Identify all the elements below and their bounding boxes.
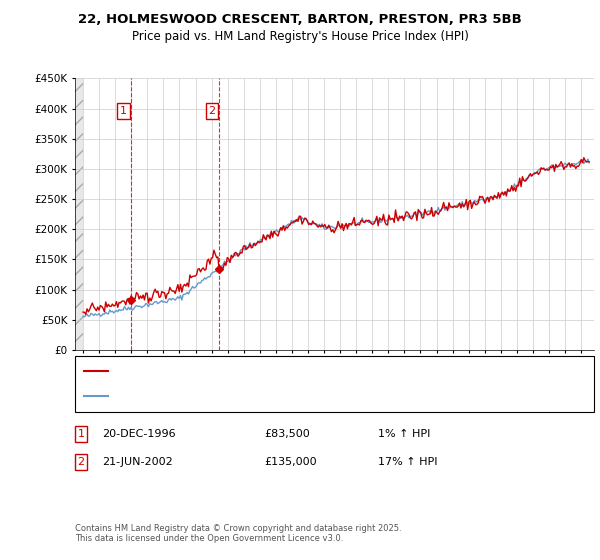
Bar — [75, 78, 83, 350]
Text: 22, HOLMESWOOD CRESCENT, BARTON, PRESTON, PR3 5BB (detached house): 22, HOLMESWOOD CRESCENT, BARTON, PRESTON… — [114, 366, 498, 376]
Text: 1% ↑ HPI: 1% ↑ HPI — [378, 429, 430, 439]
Text: 17% ↑ HPI: 17% ↑ HPI — [378, 457, 437, 467]
Text: 2: 2 — [77, 457, 85, 467]
Text: £135,000: £135,000 — [264, 457, 317, 467]
Text: 1: 1 — [120, 106, 127, 116]
Text: Price paid vs. HM Land Registry's House Price Index (HPI): Price paid vs. HM Land Registry's House … — [131, 30, 469, 43]
Text: 21-JUN-2002: 21-JUN-2002 — [102, 457, 173, 467]
Text: 1: 1 — [77, 429, 85, 439]
Text: Contains HM Land Registry data © Crown copyright and database right 2025.
This d: Contains HM Land Registry data © Crown c… — [75, 524, 401, 543]
Text: HPI: Average price, detached house, Preston: HPI: Average price, detached house, Pres… — [114, 391, 332, 401]
Text: 2: 2 — [208, 106, 215, 116]
Text: £83,500: £83,500 — [264, 429, 310, 439]
Text: 20-DEC-1996: 20-DEC-1996 — [102, 429, 176, 439]
Text: 22, HOLMESWOOD CRESCENT, BARTON, PRESTON, PR3 5BB: 22, HOLMESWOOD CRESCENT, BARTON, PRESTON… — [78, 13, 522, 26]
